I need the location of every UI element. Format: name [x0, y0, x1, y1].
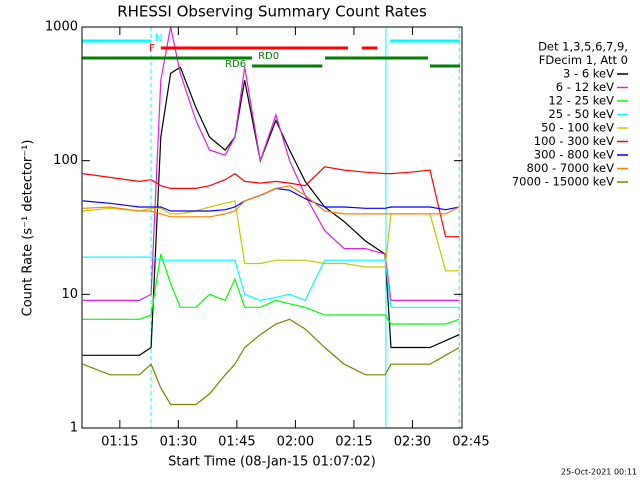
legend-label: 7000 - 15000 keV [512, 175, 614, 189]
series-line [82, 185, 460, 218]
series-line [82, 166, 460, 238]
legend-label: 25 - 50 keV [548, 107, 614, 121]
y-tick-label: 100 [53, 153, 78, 168]
legend-label: 300 - 800 keV [534, 148, 614, 162]
legend-label: 6 - 12 keV [556, 80, 614, 94]
legend-label: 800 - 7000 keV [526, 161, 614, 175]
x-tick-label: 02:00 [277, 435, 314, 450]
series-line [82, 253, 460, 325]
y-tick-label: 10 [61, 287, 78, 302]
y-axis-label: Count Rate (s⁻¹ detector⁻¹) [21, 140, 36, 317]
series-line [82, 26, 460, 301]
chart-title: RHESSI Observing Summary Count Rates [117, 3, 427, 21]
y-tick-label: 1000 [45, 20, 78, 35]
x-tick-label: 02:30 [394, 435, 431, 450]
x-tick-label: 01:45 [218, 435, 255, 450]
y-tick-label: 1 [70, 421, 78, 436]
x-tick-label: 02:15 [335, 435, 372, 450]
footer-date: 25-Oct-2021 00:11 [561, 468, 637, 477]
legend-title: Det 1,3,5,6,7,9, [538, 40, 628, 54]
x-axis-label: Start Time (08-Jan-15 01:07:02) [168, 455, 376, 470]
band-label: RD6 [225, 59, 246, 70]
legend-label: 100 - 300 keV [534, 134, 614, 148]
x-tick-label: 01:15 [101, 435, 138, 450]
legend-label: 12 - 25 keV [548, 94, 614, 108]
plot-frame [81, 26, 463, 429]
legend-title: FDecim 1, Att 0 [539, 53, 628, 67]
series-line [82, 256, 460, 308]
band-label: N [155, 33, 162, 44]
x-tick-label: 01:30 [160, 435, 197, 450]
x-tick-label: 02:45 [452, 435, 489, 450]
band-label: RD0 [258, 51, 279, 62]
band-label: F [149, 43, 155, 54]
series-line [82, 318, 460, 406]
legend-label: 50 - 100 keV [541, 121, 614, 135]
legend-label: 3 - 6 keV [563, 67, 614, 81]
